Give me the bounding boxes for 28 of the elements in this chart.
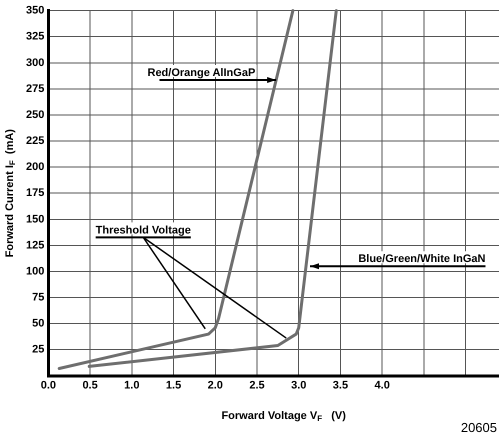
- y-tick-label: 175: [26, 187, 44, 200]
- y-tick-label: 225: [26, 135, 44, 148]
- y-tick-label: 125: [26, 239, 44, 252]
- x-tick-label: 2.5: [249, 379, 265, 392]
- x-tick-label: 3.5: [332, 379, 348, 392]
- y-tick-label: 75: [32, 292, 44, 304]
- y-tick-label: 200: [26, 161, 44, 174]
- y-tick-label: 150: [26, 213, 44, 226]
- text: Blue/Green/White InGaN: [358, 253, 486, 266]
- y-tick-label: 325: [26, 30, 44, 43]
- y-tick-label: 350: [26, 4, 44, 17]
- x-tick-label: 3.0: [291, 379, 306, 392]
- x-tick-label: 1.5: [166, 379, 182, 392]
- x-tick-label: 4.0: [374, 379, 390, 392]
- x-tick-label: 1.0: [124, 379, 140, 392]
- y-tick-label: 100: [26, 265, 44, 278]
- y-tick-label: 275: [26, 82, 44, 95]
- text: 20605: [460, 420, 497, 435]
- y-tick-label: 50: [32, 318, 44, 330]
- x-tick-label: 0.0: [40, 379, 56, 392]
- series-label: Red/Orange AlInGaP: [147, 66, 256, 79]
- y-tick-label: 300: [26, 56, 44, 69]
- x-tick-label: 2.0: [208, 379, 223, 392]
- y-axis-title: Forward Current IF (mA): [4, 128, 18, 258]
- x-tick-label: 0.5: [82, 379, 98, 392]
- annotation: Threshold Voltage: [96, 224, 191, 236]
- y-tick-label: 25: [32, 344, 44, 356]
- y-tick-label: 250: [26, 108, 44, 121]
